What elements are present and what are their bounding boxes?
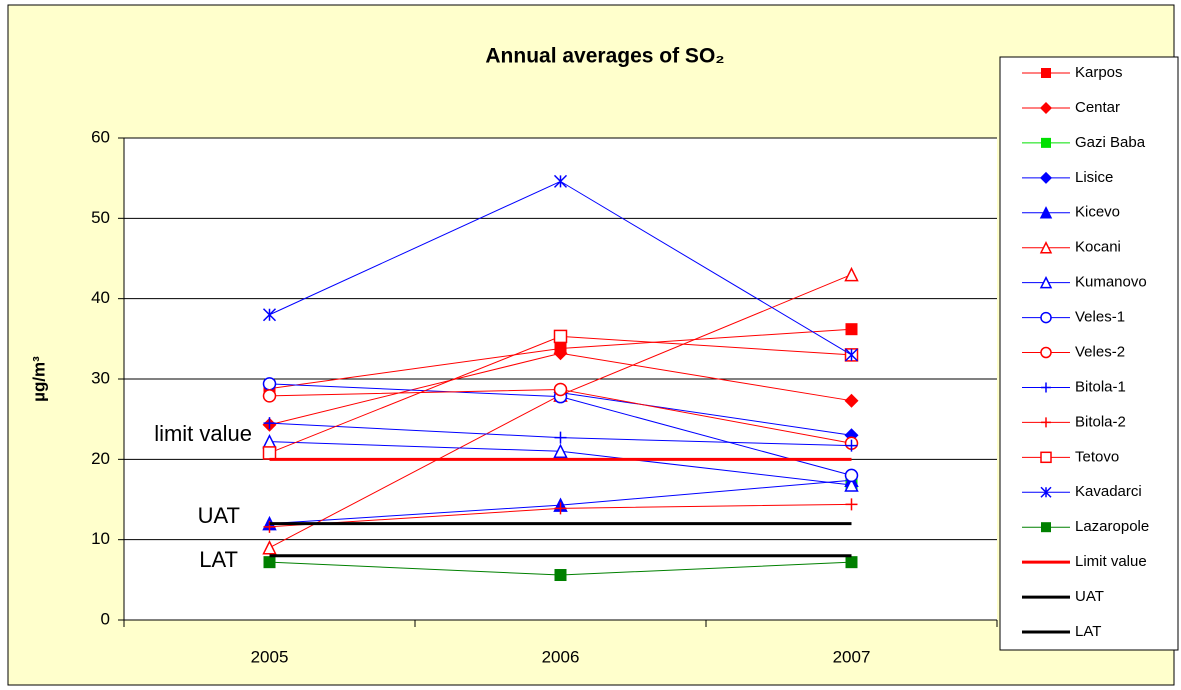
marker — [1039, 206, 1053, 219]
marker — [1041, 522, 1051, 533]
marker — [262, 540, 277, 555]
marker — [554, 502, 567, 515]
marker — [1040, 486, 1052, 498]
marker — [844, 393, 859, 408]
marker — [845, 439, 858, 452]
marker — [1039, 275, 1053, 289]
legend-label: Centar — [1075, 99, 1120, 116]
marker — [1040, 311, 1052, 324]
marker — [554, 569, 567, 582]
marker — [844, 477, 859, 492]
legend-label: Kicevo — [1075, 204, 1120, 221]
legend-label: Veles-2 — [1075, 343, 1125, 360]
y-tick-label: 30 — [91, 368, 110, 387]
marker — [845, 556, 858, 569]
y-tick-label: 0 — [101, 609, 110, 628]
legend-box — [999, 56, 1179, 651]
y-axis-label: µg/m³ — [29, 356, 48, 402]
legend-label: Tetovo — [1075, 448, 1119, 465]
marker — [262, 308, 277, 322]
marker — [1040, 346, 1052, 359]
marker — [553, 443, 568, 459]
legend-label: Gazi Baba — [1075, 134, 1146, 151]
marker — [262, 446, 277, 460]
annotation: UAT — [198, 503, 240, 528]
legend-label: Veles-1 — [1075, 309, 1125, 326]
marker — [263, 417, 276, 430]
legend-label: Limit value — [1075, 553, 1147, 570]
x-tick-label: 2006 — [542, 647, 580, 666]
series-line — [560, 392, 852, 436]
legend-label: Lazaropole — [1075, 518, 1149, 535]
annotation: LAT — [199, 547, 238, 572]
legend-label: Bitola-1 — [1075, 378, 1126, 395]
marker — [262, 389, 277, 403]
legend-label: Lisice — [1075, 169, 1113, 186]
legend-label: LAT — [1075, 623, 1101, 640]
y-tick-label: 60 — [91, 127, 110, 146]
x-tick-label: 2005 — [251, 647, 289, 666]
legend-label: UAT — [1075, 588, 1104, 605]
y-tick-label: 10 — [91, 529, 110, 548]
y-tick-label: 40 — [91, 288, 110, 307]
legend-label: Karpos — [1075, 64, 1123, 81]
marker — [844, 348, 859, 362]
marker — [1041, 417, 1051, 428]
marker — [1040, 171, 1052, 184]
marker — [553, 329, 568, 344]
y-tick-label: 20 — [91, 449, 110, 468]
marker — [1040, 451, 1052, 464]
x-tick-label: 2007 — [833, 647, 871, 666]
marker — [845, 498, 858, 511]
marker — [844, 468, 859, 483]
chart-title: Annual averages of SO₂ — [485, 45, 724, 68]
marker — [1041, 68, 1051, 78]
legend-label: Kumanovo — [1075, 274, 1147, 291]
legend-label: Kavadarci — [1075, 483, 1142, 500]
marker — [262, 377, 277, 391]
marker — [845, 323, 858, 336]
legend-label: Kocani — [1075, 239, 1121, 256]
marker — [554, 431, 567, 444]
legend-label: Bitola-2 — [1075, 413, 1126, 430]
y-tick-label: 50 — [91, 208, 110, 227]
marker — [1041, 137, 1051, 148]
marker — [1040, 101, 1052, 114]
marker — [1039, 241, 1053, 254]
marker — [263, 556, 276, 569]
marker — [844, 266, 859, 282]
annotation: limit value — [154, 421, 252, 446]
marker — [553, 382, 568, 397]
marker — [553, 346, 568, 361]
marker — [553, 174, 568, 188]
marker — [1041, 382, 1051, 393]
